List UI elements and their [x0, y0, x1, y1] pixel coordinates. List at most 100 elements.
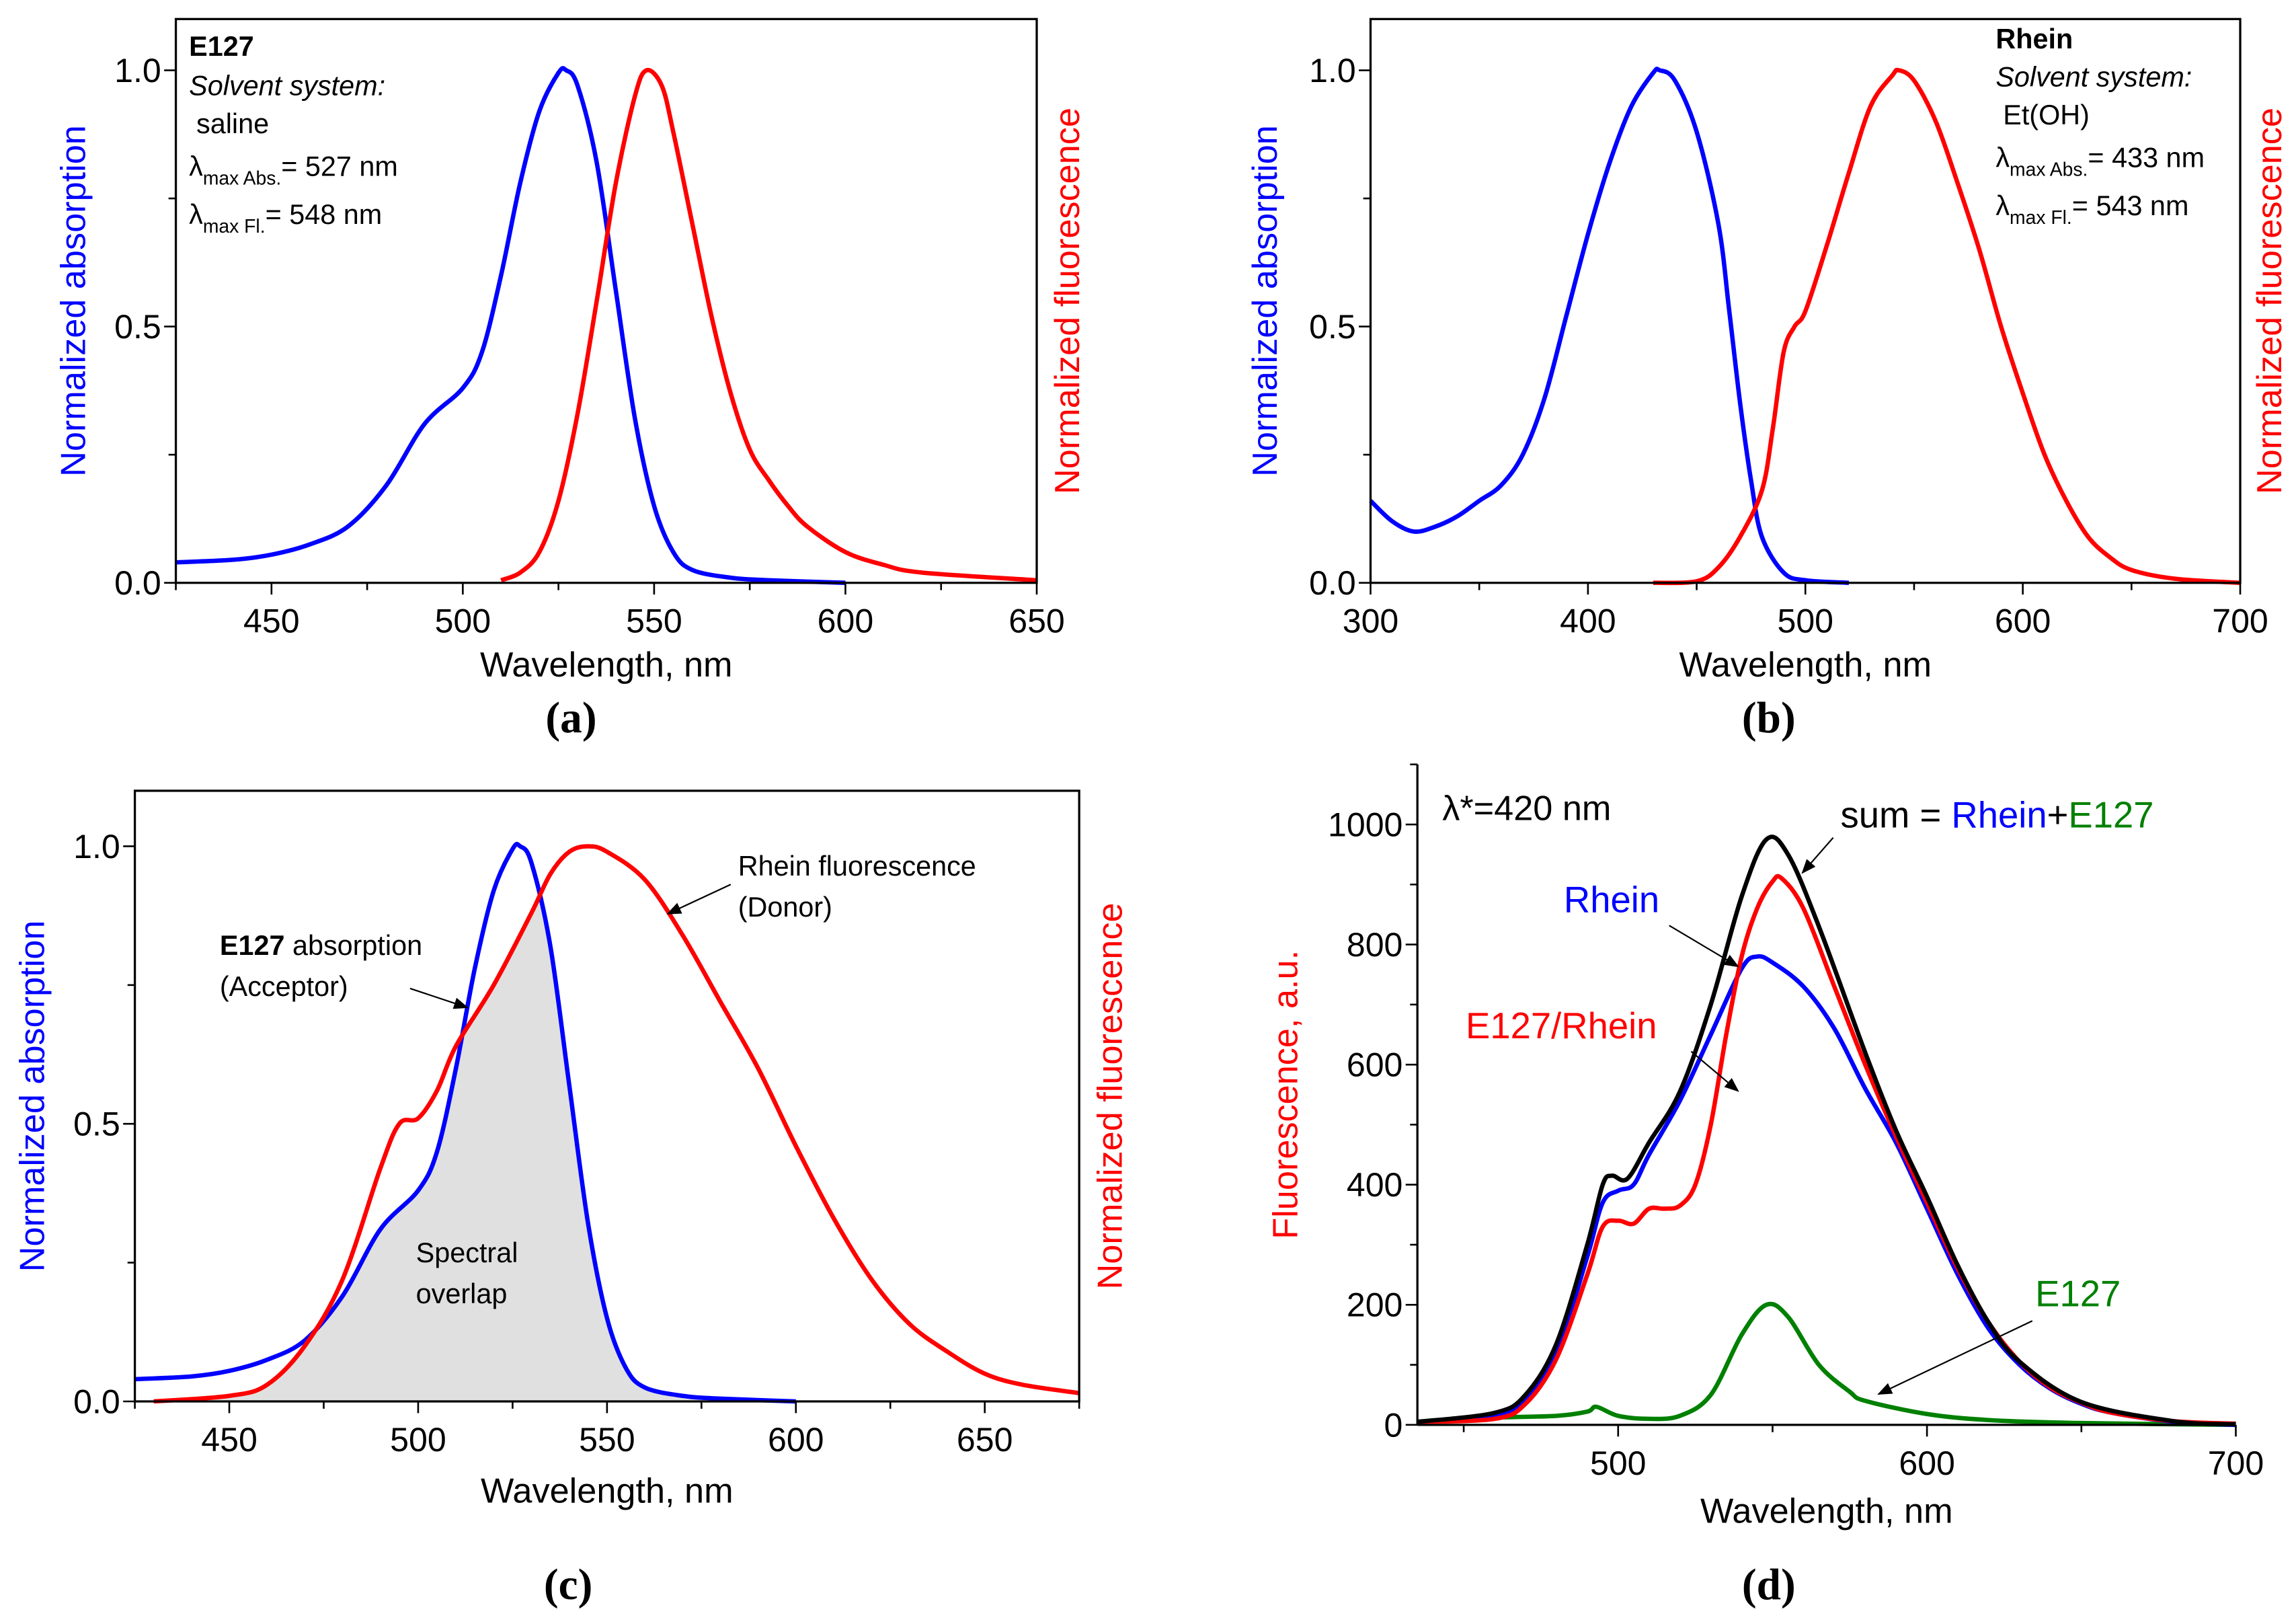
series-line-rhein-fluorescence: [1653, 67, 2241, 586]
solvent-label: Solvent system:: [1995, 61, 2192, 92]
x-tick-label: 650: [957, 1421, 1013, 1459]
lambda-fl: λmax Fl.= 548 nm: [189, 199, 382, 237]
compound-title: Rhein: [1995, 24, 2073, 54]
lambda-fl-value: = 548 nm: [266, 199, 383, 230]
sum-rhein: Rhein: [1951, 794, 2047, 835]
sum-label: sum = Rhein+E127: [1841, 794, 2154, 835]
sum-plus: +: [2047, 794, 2069, 835]
e127-rhein-arrow: [1690, 1050, 1739, 1092]
panel-label: (a): [545, 694, 596, 742]
lambda-fl: λmax Fl.= 543 nm: [1995, 190, 2188, 228]
y-tick-label: 0.5: [73, 1106, 120, 1143]
y-tick-label: 0.5: [1309, 308, 1356, 346]
overlap-label-1: Spectral: [416, 1237, 518, 1268]
y-axis-label-right: Normalized fluorescence: [1091, 902, 1130, 1289]
x-tick-label: 500: [435, 603, 491, 640]
x-tick-label: 650: [1008, 603, 1065, 640]
acceptor-bold: E127: [220, 930, 285, 961]
overlap-label-2: overlap: [416, 1278, 508, 1309]
y-axis-label: Normalized absorption: [1246, 125, 1285, 477]
y-axis-label-right: Normalized fluorescence: [2250, 108, 2289, 494]
solvent-value: saline: [196, 108, 269, 139]
lambda-abs-sub: max Abs.: [203, 167, 281, 188]
sum-prefix: sum =: [1841, 794, 1952, 835]
x-tick-label: 550: [626, 603, 682, 640]
compound-title: E127: [189, 31, 254, 62]
series-line-rhein-fluorescence: [153, 844, 1080, 1404]
plot-frame: [1369, 17, 2242, 584]
y-axis-label: Normalized absorption: [13, 921, 52, 1272]
series-line-e127: [1417, 1301, 2236, 1428]
x-tick-label: 600: [1995, 603, 2051, 640]
sum-e127: E127: [2068, 794, 2153, 835]
panel-label: (c): [544, 1561, 593, 1609]
rhein-arrow: [1669, 925, 1739, 968]
acceptor-title: absorption: [284, 930, 422, 961]
series-line-e127-rhein: [1417, 874, 2236, 1426]
y-tick-label: 1000: [1328, 806, 1402, 843]
lambda-fl-sub: max Fl.: [2010, 206, 2072, 228]
x-tick-label: 600: [768, 1421, 824, 1459]
lambda-fl-sub: max Fl.: [203, 215, 266, 237]
x-tick-label: 300: [1343, 603, 1399, 640]
e127-rhein-label: E127/Rhein: [1466, 1005, 1657, 1046]
y-tick-label: 800: [1347, 926, 1403, 964]
x-tick-label: 600: [1899, 1444, 1955, 1482]
plot-frame: [174, 17, 1038, 584]
y-axis-label-right: Normalized fluorescence: [1048, 108, 1087, 494]
rhein-label: Rhein: [1564, 880, 1659, 921]
solvent-value: Et(OH): [2003, 100, 2090, 130]
acceptor-arrow: [409, 987, 469, 1009]
y-tick-label: 0.5: [114, 308, 161, 346]
y-axis-label: Fluorescence, a.u.: [1267, 950, 1306, 1239]
lambda-abs-sub: max Abs.: [2010, 158, 2088, 180]
series-line-e127-fluorescence: [500, 67, 1037, 583]
donor-label: Rhein fluorescence: [738, 851, 976, 882]
lambda-fl-value: = 543 nm: [2072, 190, 2189, 221]
donor-arrow: [666, 884, 731, 915]
solvent-label: Solvent system:: [189, 71, 385, 102]
lambda-abs-value: = 527 nm: [281, 151, 398, 182]
x-tick-label: 700: [2212, 603, 2268, 640]
y-tick-label: 0: [1384, 1406, 1403, 1444]
plot-frame: [133, 789, 1080, 1403]
panel-a: 450 500 550 600 650 0.0 0.5 1.0 Wavelength, nm No…: [54, 17, 1087, 742]
x-tick-label: 450: [243, 603, 300, 640]
y-tick-label: 0.0: [1309, 564, 1356, 602]
panel-c: 450 500 550 600 650 0.0 0.5 1.0 Wavelength, nm No…: [13, 789, 1130, 1609]
series-line-rhein-absorption: [1369, 67, 1850, 585]
x-axis-label: Wavelength, nm: [1700, 1492, 1953, 1531]
y-tick-label: 400: [1347, 1166, 1403, 1204]
x-tick-label: 550: [579, 1421, 635, 1459]
e127-arrow: [1877, 1320, 2033, 1395]
donor-role: (Donor): [738, 892, 832, 923]
x-tick-label: 700: [2208, 1444, 2264, 1482]
y-tick-label: 0.0: [114, 564, 161, 602]
x-tick-label: 450: [201, 1421, 258, 1459]
x-tick-label: 500: [1590, 1444, 1647, 1482]
series-line-e127-absorption: [175, 66, 846, 585]
x-tick-label: 500: [1777, 603, 1833, 640]
e127-label: E127: [2035, 1273, 2121, 1314]
x-tick-label: 400: [1560, 603, 1616, 640]
y-tick-label: 0.0: [73, 1383, 120, 1420]
annotation-e127-info: E127 Solvent system: saline λmax Abs.= 5…: [189, 31, 398, 237]
y-tick-label: 1.0: [73, 828, 120, 865]
x-tick-label: 600: [818, 603, 874, 640]
y-tick-label: 600: [1347, 1046, 1403, 1084]
panel-label: (b): [1742, 694, 1796, 742]
x-tick-label: 500: [390, 1421, 446, 1459]
lambda-abs-value: = 433 nm: [2088, 142, 2205, 173]
sum-arrow: [1801, 837, 1834, 874]
excitation-label: λ*=420 nm: [1442, 789, 1611, 828]
acceptor-role: (Acceptor): [220, 971, 348, 1002]
annotation-overlap: Rhein fluorescence (Donor) E127 absorpti…: [220, 851, 976, 1309]
annotation-rhein-info: Rhein Solvent system: Et(OH) λmax Abs.= …: [1995, 24, 2205, 228]
panel-d: 500 600 700 0 200 400 600 800 1000 Wavelength, nm…: [1267, 763, 2264, 1609]
y-tick-label: 200: [1347, 1286, 1403, 1324]
spectral-overlap-area: [153, 897, 796, 1401]
series-line-sum-rhein-e127: [1417, 835, 2236, 1427]
acceptor-label: E127 absorption: [220, 930, 422, 961]
lambda-abs: λmax Abs.= 527 nm: [189, 151, 398, 188]
panel-b: 300 400 500 600 700 0.0 0.5 1.0 Wavelength, nm No…: [1246, 17, 2289, 742]
